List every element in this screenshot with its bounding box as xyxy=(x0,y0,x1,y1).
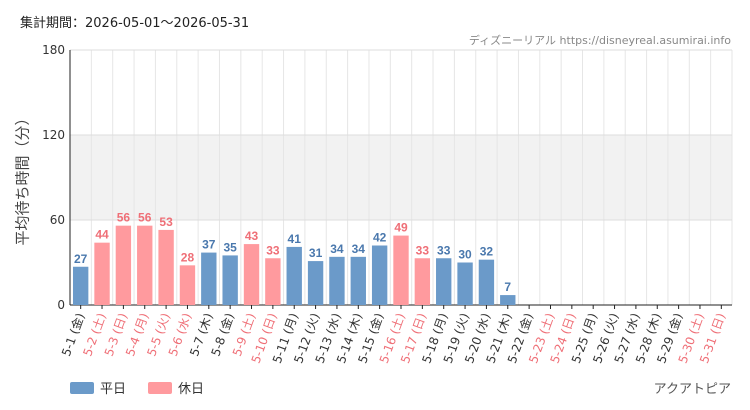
bar xyxy=(179,265,196,305)
y-tick-label: 60 xyxy=(50,213,65,227)
y-tick-label: 120 xyxy=(42,128,65,142)
bar-value-label: 33 xyxy=(437,243,451,257)
bar xyxy=(414,258,431,305)
legend-swatch-holiday xyxy=(148,381,173,394)
bar-value-label: 37 xyxy=(202,238,216,252)
plot-band xyxy=(70,50,732,135)
bar-value-label: 33 xyxy=(416,243,430,257)
bar-value-label: 49 xyxy=(394,221,408,235)
plot-band xyxy=(70,135,732,220)
attraction-name: アクアトピア xyxy=(653,382,731,397)
bar xyxy=(201,252,217,305)
y-tick-label: 0 xyxy=(57,298,65,312)
bar-value-label: 35 xyxy=(223,240,237,254)
bar xyxy=(307,261,324,305)
bar xyxy=(350,256,366,305)
bar-value-label: 42 xyxy=(373,231,387,245)
bar xyxy=(137,225,153,305)
bar xyxy=(115,225,132,305)
bar xyxy=(243,244,260,305)
legend-label-weekday: 平日 xyxy=(100,382,127,397)
period-label: 集計期間：2026-05-01～2026-05-31 xyxy=(20,16,250,31)
bar-value-label: 41 xyxy=(288,232,302,246)
bar-value-label: 27 xyxy=(74,252,88,266)
legend-item-weekday: 平日 xyxy=(70,378,126,397)
bar xyxy=(158,229,174,305)
bar xyxy=(265,258,281,305)
bar xyxy=(500,295,516,305)
site-credit: ディズニーリアル https://disneyreal.asumirai.inf… xyxy=(468,34,731,47)
legend-item-holiday: 休日 xyxy=(148,378,204,397)
legend-label-holiday: 休日 xyxy=(178,382,205,397)
bar xyxy=(371,245,388,305)
bar xyxy=(222,255,238,305)
bar xyxy=(478,259,495,305)
bar-value-label: 53 xyxy=(159,215,173,229)
bar-value-label: 56 xyxy=(117,211,131,225)
bar-value-label: 43 xyxy=(245,229,259,243)
legend: 平日 休日 xyxy=(70,378,226,397)
bar-value-label: 30 xyxy=(458,248,472,262)
bar xyxy=(94,242,110,305)
bar-value-label: 31 xyxy=(309,246,323,260)
bar-value-label: 7 xyxy=(504,280,511,294)
bar-value-label: 33 xyxy=(266,243,280,257)
bar-value-label: 28 xyxy=(181,250,195,264)
bar-value-label: 34 xyxy=(352,242,366,256)
bar xyxy=(329,256,345,305)
bar-value-label: 44 xyxy=(95,228,109,242)
y-tick-label: 180 xyxy=(42,43,65,57)
bar xyxy=(436,258,452,305)
bar xyxy=(286,246,302,305)
bar-value-label: 32 xyxy=(480,245,494,259)
bar xyxy=(393,235,409,305)
bar-value-label: 34 xyxy=(330,242,344,256)
legend-swatch-weekday xyxy=(70,381,94,394)
bar xyxy=(72,266,89,305)
bar xyxy=(457,262,473,305)
bar-value-label: 56 xyxy=(138,211,152,225)
